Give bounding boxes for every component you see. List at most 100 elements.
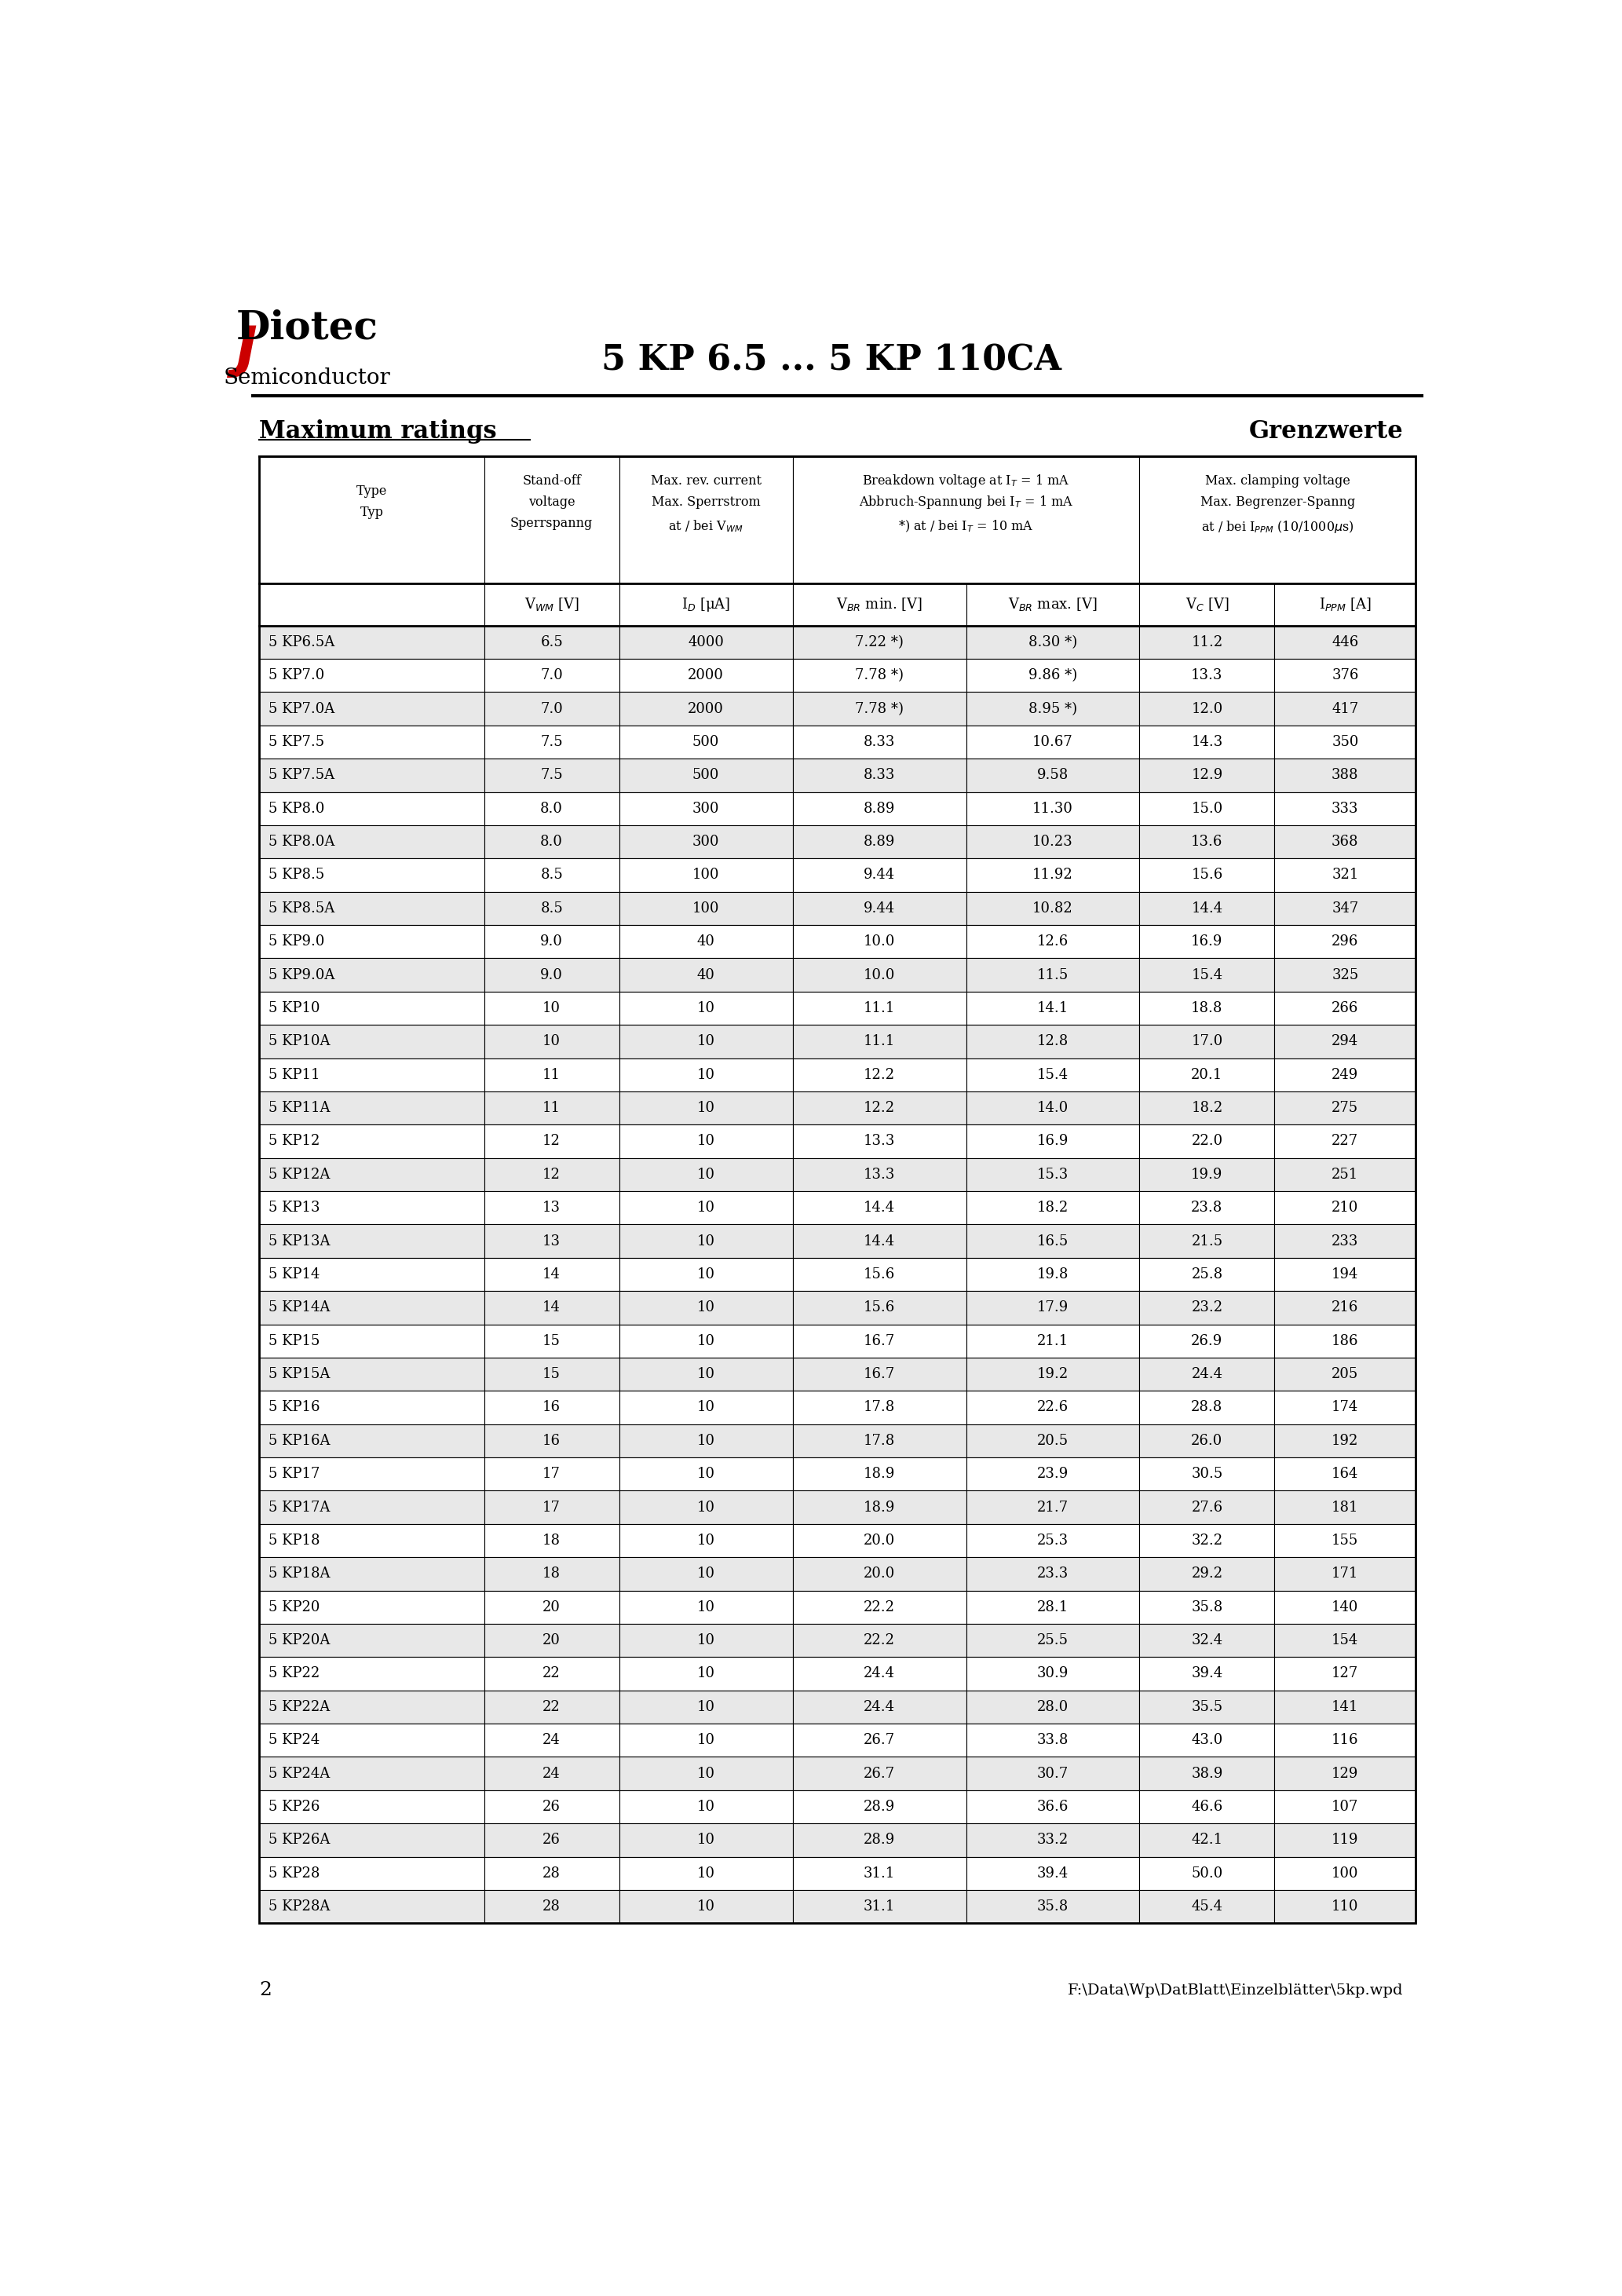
Text: 14.4: 14.4 [863,1201,895,1215]
Text: 100: 100 [1332,1867,1359,1880]
Text: 5 KP8.5: 5 KP8.5 [268,868,324,882]
Bar [620,583,793,625]
Text: 28.9: 28.9 [863,1800,895,1814]
Text: 28.8: 28.8 [1191,1401,1223,1414]
Bar [793,1024,967,1058]
Text: 20.1: 20.1 [1191,1068,1223,1081]
Text: V$_{BR}$ max. [V]: V$_{BR}$ max. [V] [1009,597,1098,613]
Text: 192: 192 [1332,1433,1359,1449]
Bar [620,792,793,824]
Bar [967,992,1140,1024]
Text: 12: 12 [543,1166,561,1182]
Text: 31.1: 31.1 [863,1867,895,1880]
Text: 5 KP9.0A: 5 KP9.0A [268,969,334,983]
Bar [260,1791,485,1823]
Bar [1140,1024,1275,1058]
Bar [260,625,485,659]
Bar [793,1791,967,1823]
Text: 45.4: 45.4 [1191,1899,1223,1913]
Bar [967,1823,1140,1857]
Bar [967,691,1140,726]
Bar [793,992,967,1024]
Text: 16.9: 16.9 [1191,934,1223,948]
Bar [1140,792,1275,824]
Bar [793,1591,967,1623]
Text: 5 KP26A: 5 KP26A [268,1832,329,1846]
Text: 266: 266 [1332,1001,1359,1015]
Text: 5 KP8.0: 5 KP8.0 [268,801,324,815]
Bar [1140,992,1275,1024]
Bar [967,1890,1140,1924]
Bar [485,859,620,891]
Bar [967,1357,1140,1391]
Text: 5 KP 6.5 ... 5 KP 110CA: 5 KP 6.5 ... 5 KP 110CA [602,344,1061,377]
Bar [485,1690,620,1724]
Text: 10: 10 [697,1068,715,1081]
Text: 129: 129 [1332,1766,1359,1782]
Text: 22: 22 [543,1699,561,1715]
Text: 141: 141 [1332,1699,1359,1715]
Text: 110: 110 [1332,1899,1359,1913]
Bar [260,691,485,726]
Text: 29.2: 29.2 [1191,1566,1223,1582]
Bar [1140,1458,1275,1490]
Text: 119: 119 [1332,1832,1359,1846]
Text: 10: 10 [697,1366,715,1382]
Text: 28: 28 [543,1867,561,1880]
Bar [620,1357,793,1391]
Bar [260,1557,485,1591]
Text: 19.8: 19.8 [1036,1267,1069,1281]
Text: 31.1: 31.1 [863,1899,895,1913]
Bar [260,957,485,992]
Text: Typ: Typ [360,505,383,519]
Text: 5 KP7.5: 5 KP7.5 [268,735,324,748]
Text: Stand-off: Stand-off [522,473,581,487]
Bar [1140,758,1275,792]
Bar [967,1290,1140,1325]
Bar [1275,891,1416,925]
Text: 10: 10 [697,1233,715,1249]
Text: 14: 14 [543,1300,561,1316]
Bar [967,1557,1140,1591]
Text: 174: 174 [1332,1401,1359,1414]
Bar [260,457,1416,1924]
Bar [485,1024,620,1058]
Text: 30.7: 30.7 [1036,1766,1069,1782]
Text: 10: 10 [697,1267,715,1281]
Bar [793,859,967,891]
Text: 10: 10 [697,1566,715,1582]
Text: 5 KP11A: 5 KP11A [268,1102,329,1116]
Bar [485,957,620,992]
Bar [967,1623,1140,1658]
Bar [1140,925,1275,957]
Bar [793,925,967,957]
Text: 15.3: 15.3 [1036,1166,1069,1182]
Text: 36.6: 36.6 [1036,1800,1069,1814]
Bar [485,1391,620,1424]
Text: 376: 376 [1332,668,1359,682]
Bar [967,1325,1140,1357]
Bar [1275,1690,1416,1724]
Bar [1140,1658,1275,1690]
Text: 233: 233 [1332,1233,1359,1249]
Text: 5 KP28A: 5 KP28A [268,1899,329,1913]
Bar [620,1024,793,1058]
Text: 10: 10 [697,1035,715,1049]
Text: 5 KP7.0A: 5 KP7.0A [268,703,334,716]
Bar [485,992,620,1024]
Bar [620,1857,793,1890]
Text: 5 KP22A: 5 KP22A [268,1699,329,1715]
Bar [485,792,620,824]
Text: 13: 13 [543,1201,561,1215]
Bar [485,1823,620,1857]
Text: voltage: voltage [529,496,576,507]
Text: 7.5: 7.5 [540,769,563,783]
Bar [260,1325,485,1357]
Bar [1140,1224,1275,1258]
Bar [485,1157,620,1192]
Bar [1275,992,1416,1024]
Bar [260,1490,485,1525]
Bar [485,1058,620,1091]
Text: 7.0: 7.0 [540,668,563,682]
Text: 500: 500 [693,769,719,783]
